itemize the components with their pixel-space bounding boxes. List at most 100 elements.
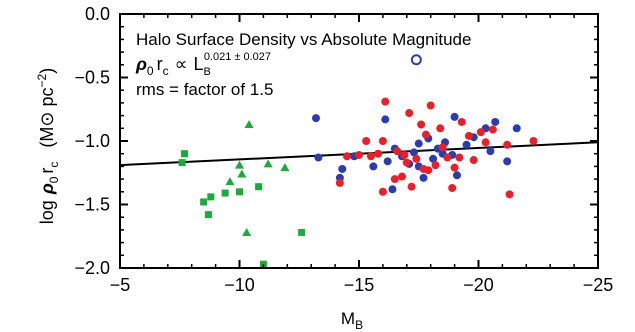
red-circle-point [400, 150, 409, 159]
y-tick-label: −1.5 [74, 195, 110, 215]
green-square-point [200, 198, 208, 206]
green-square-point [181, 150, 189, 158]
green-triangle-point [263, 159, 273, 168]
annotation-rms: rms = factor of 1.5 [136, 80, 273, 99]
blue-circle-point [388, 185, 397, 194]
green-square-point [298, 228, 306, 236]
green-triangle-point [280, 163, 290, 172]
green-triangle-point [235, 160, 244, 169]
y-label-units-close: ) [37, 68, 57, 74]
red-circle-point [381, 97, 390, 106]
red-circle-point [421, 130, 430, 139]
x-tick-label: −20 [463, 275, 494, 295]
blue-open-circle-point [410, 54, 422, 66]
red-circle-point [355, 150, 363, 159]
x-axis-label-main: M [341, 309, 355, 328]
y-tick-label: −2.0 [74, 258, 110, 278]
red-circle-point [505, 190, 514, 199]
axes-layer: −5 −10 −15 −20 −25 0.0 −0.5 −1.0 −1.5 −2.0 [74, 4, 613, 295]
y-tick-label: −0.5 [74, 68, 110, 88]
red-circle-point [488, 125, 497, 134]
red-circle-point [378, 137, 387, 145]
y-label-rho-sub: 0 [47, 176, 61, 183]
red-circle-point [374, 149, 383, 158]
blue-circle-point [369, 162, 378, 171]
y-label-sun: ⊙ [37, 111, 57, 126]
green-square-point [207, 193, 215, 201]
annotation-title: Halo Surface Density vs Absolute Magnitu… [136, 30, 471, 49]
annotation-L: L [193, 54, 203, 74]
red-circle-point [398, 172, 407, 181]
red-circle-point [417, 120, 426, 129]
x-tick-label: −15 [344, 275, 375, 295]
green-square-point [221, 189, 229, 197]
blue-circle-point [409, 148, 418, 157]
annotation-r-sub: c [163, 64, 169, 78]
plot-frame [119, 13, 599, 269]
y-label-r-sub: c [47, 162, 61, 168]
y-label-log: log [37, 200, 57, 224]
annotation-rho-sub: 0 [147, 64, 154, 78]
red-circle-point [426, 101, 435, 110]
y-label-units-exp: −2 [35, 73, 49, 87]
blue-circle-point [314, 153, 323, 162]
green-triangle-point [225, 177, 235, 186]
blue-circle-point [311, 114, 320, 123]
red-circle-point [450, 163, 459, 172]
red-circle-point [457, 117, 466, 126]
y-label-units-pc: pc [37, 87, 57, 106]
y-label-rho: ρ [37, 183, 57, 195]
y-axis-label: log ρ0 rc (M⊙ pc−2) [35, 68, 61, 224]
x-tick-label: −10 [224, 275, 255, 295]
blue-circle-point [419, 173, 428, 182]
green-square-point [255, 183, 263, 191]
blue-circle-point [383, 157, 392, 166]
annotation-r: r [157, 54, 163, 74]
red-circle-point [390, 175, 399, 184]
red-circle-point [362, 137, 371, 145]
x-tick-label: −25 [583, 275, 614, 295]
y-tick-label: 0.0 [85, 4, 110, 24]
red-circle-point [455, 153, 464, 162]
annotation-exponent: 0.021 ± 0.027 [204, 51, 271, 63]
blue-circle-point [381, 115, 390, 124]
x-axis-label: MB [341, 309, 363, 332]
green-square-point [178, 159, 186, 167]
red-circle-point [343, 152, 352, 161]
red-circle-point [481, 138, 490, 147]
red-circle-point [476, 128, 485, 137]
blue-circle-point [450, 112, 459, 121]
green-square-point [236, 188, 243, 196]
red-circle-point [424, 166, 433, 175]
x-tick-label: −5 [110, 275, 131, 295]
blue-circle-point [503, 157, 512, 166]
red-circle-point [366, 152, 375, 161]
blue-circle-point [486, 147, 495, 156]
plot-layer [119, 54, 599, 268]
y-tick-label: −1.0 [74, 131, 110, 151]
red-circle-point [436, 124, 445, 133]
red-circle-point [503, 140, 512, 149]
annotation-rho: ρ [135, 54, 147, 74]
annotation-relation: ρ0 rc ∝ LB 0.021 ± 0.027 [135, 51, 271, 78]
annotation-prop: ∝ [175, 54, 188, 74]
blue-circle-point [462, 140, 471, 149]
green-triangle-point [244, 119, 254, 128]
blue-circle-point [429, 154, 438, 163]
red-circle-point [443, 153, 452, 162]
blue-circle-point [491, 117, 500, 126]
red-circle-point [412, 154, 421, 163]
red-circle-point [405, 109, 414, 118]
blue-circle-point [452, 171, 461, 180]
y-label-r: r [37, 168, 57, 174]
red-circle-point [529, 137, 538, 145]
green-triangle-point [237, 169, 247, 178]
annotation-L-sub: B [203, 66, 210, 78]
blue-circle-point [338, 164, 347, 173]
red-circle-point [393, 147, 402, 156]
red-circle-point [438, 143, 447, 152]
blue-circle-point [512, 124, 521, 133]
red-circle-point [469, 156, 478, 165]
red-circle-point [448, 183, 457, 192]
